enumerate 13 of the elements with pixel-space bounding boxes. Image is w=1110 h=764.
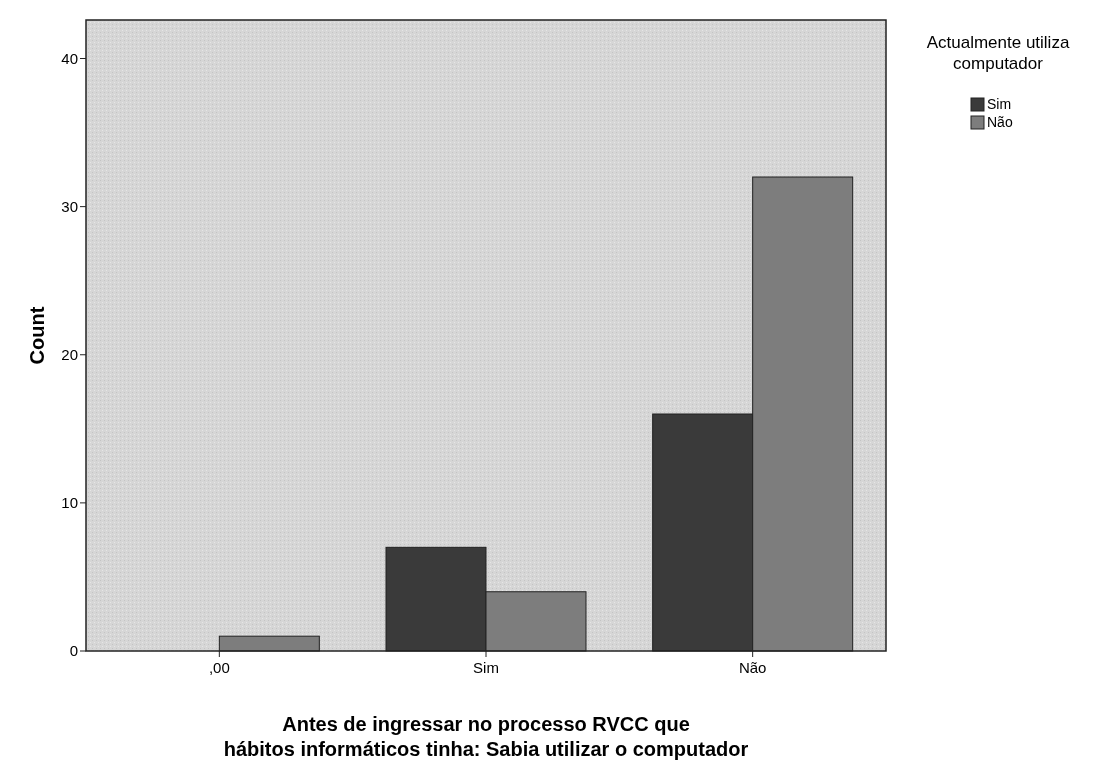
y-tick-label: 10 — [61, 494, 78, 512]
y-tick-label: 20 — [61, 346, 78, 364]
legend-title: Actualmente utiliza computador — [926, 33, 1070, 73]
x-axis-title: Antes de ingressar no processo RVCC que hábitos informáticos tinha: Sabia utilizar o computador — [223, 713, 749, 760]
y-tick-label: 30 — [61, 197, 78, 215]
legend-label: Sim — [987, 96, 1012, 112]
y-tick-label: 0 — [69, 642, 78, 660]
y-axis-title: Count — [26, 306, 48, 365]
x-tick-label: ,00 — [208, 659, 230, 676]
x-tick-label: Não — [738, 659, 767, 676]
y-tick-label: 40 — [61, 49, 78, 67]
legend-label: Não — [987, 114, 1013, 130]
x-tick-label: Sim — [473, 659, 499, 676]
